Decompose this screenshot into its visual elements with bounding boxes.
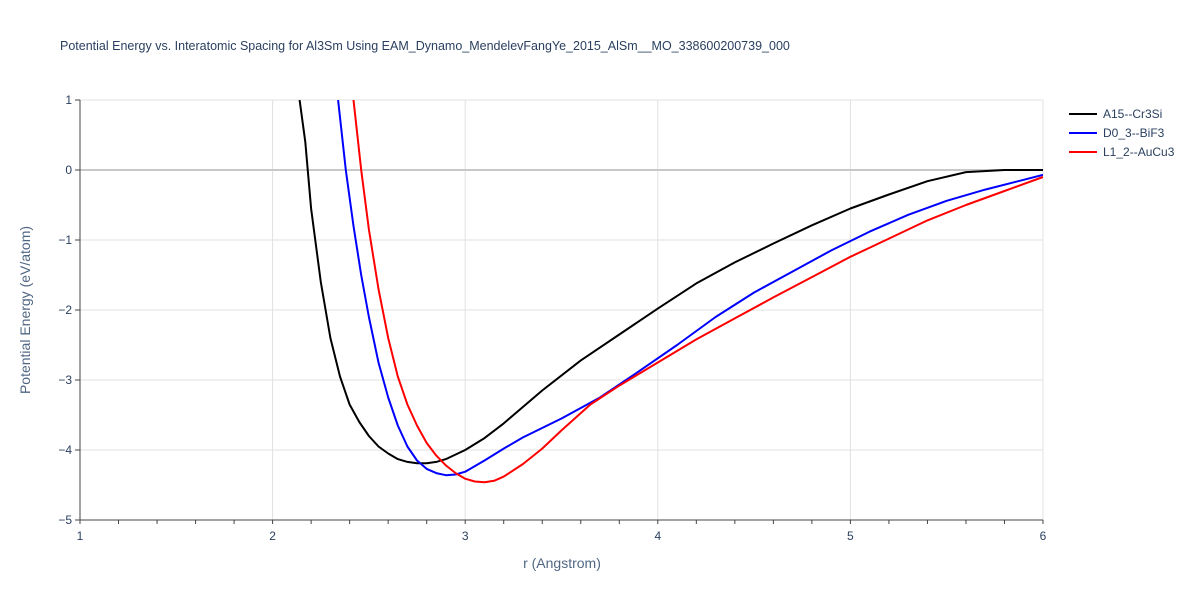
y-tick-label: −5 [58,513,72,527]
y-tick-label: 1 [65,93,72,107]
y-tick-label: −1 [58,233,72,247]
x-tick-label: 2 [269,529,276,543]
y-tick-label: −2 [58,303,72,317]
grid-lines [79,99,1044,521]
y-axis-ticks: 1 0 −1 −2 −3 −4 −5 [58,93,80,527]
series-lines [298,100,1043,484]
x-tick-label: 5 [847,529,854,543]
x-tick-label: 4 [654,529,661,543]
y-axis-title: Potential Energy (eV/atom) [17,226,33,394]
legend: A15--Cr3Si D0_3--BiF3 L1_2--AuCu3 [1069,107,1175,159]
legend-label: A15--Cr3Si [1103,107,1162,121]
x-tick-label: 3 [462,529,469,543]
legend-label: D0_3--BiF3 [1103,126,1165,140]
x-axis-ticks: 1 2 3 4 5 6 [77,520,1047,543]
x-tick-label: 1 [77,529,84,543]
y-tick-label: 0 [65,163,72,177]
y-tick-label: −4 [58,443,72,457]
chart-title: Potential Energy vs. Interatomic Spacing… [60,39,790,53]
x-axis-title: r (Angstrom) [523,555,601,571]
series-line-0 [298,100,1043,465]
y-tick-label: −3 [58,373,72,387]
series-line-2 [352,100,1043,484]
legend-label: L1_2--AuCu3 [1103,145,1175,159]
series-line-1 [337,100,1043,477]
x-tick-label: 6 [1040,529,1047,543]
